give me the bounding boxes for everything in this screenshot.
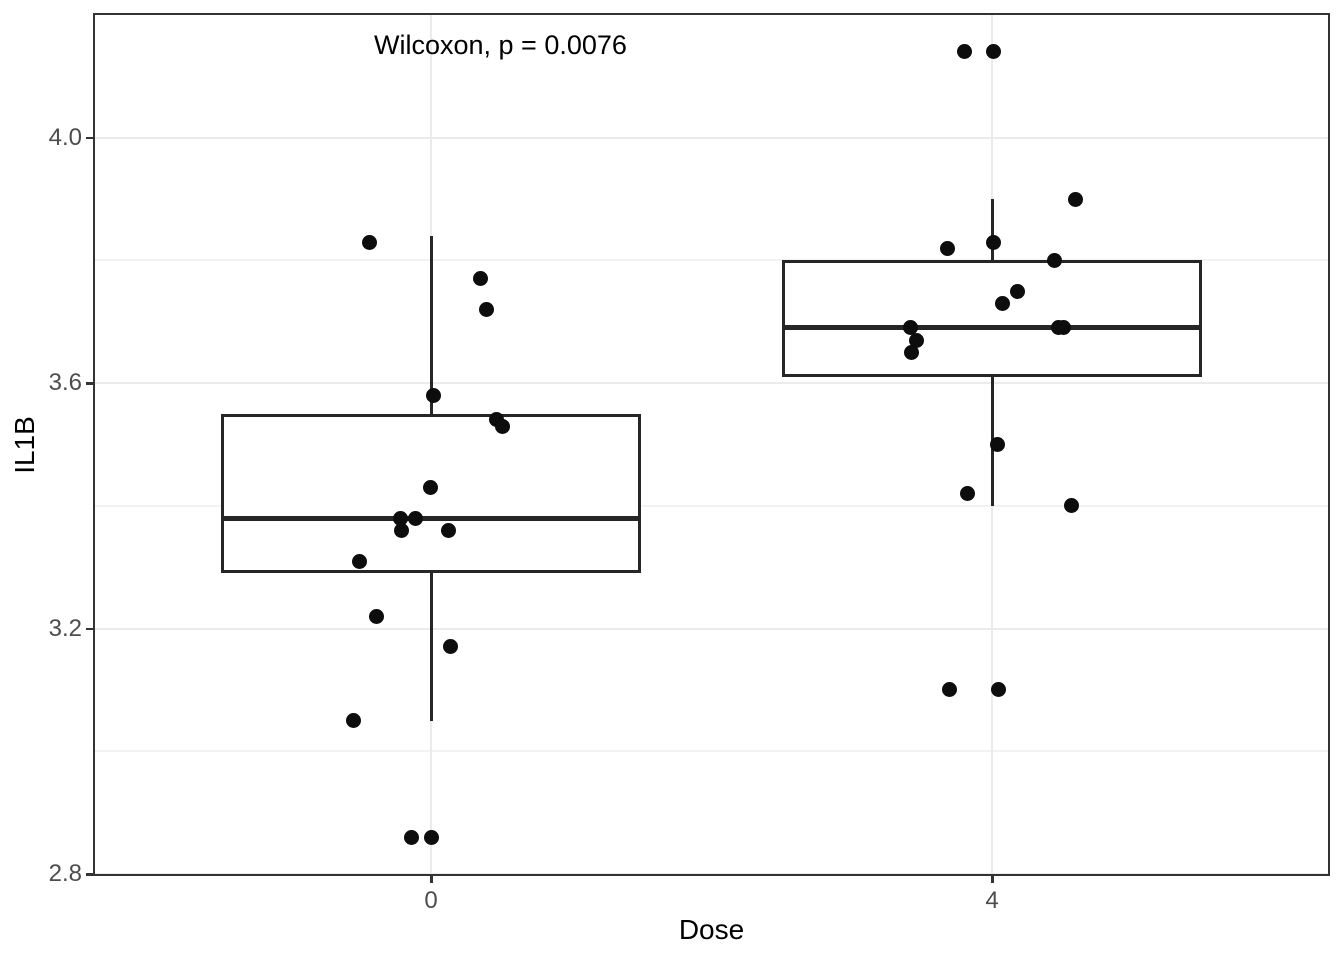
y-tick-mark <box>86 382 93 385</box>
jitter-point <box>908 332 924 348</box>
y-tick-mark <box>86 136 93 140</box>
y-tick-label: 3.2 <box>48 614 82 642</box>
boxplot-median <box>782 325 1202 331</box>
gridline-y-minor <box>95 504 1328 507</box>
jitter-point <box>361 234 377 250</box>
y-axis-label: IL1B <box>9 416 40 474</box>
jitter-point <box>478 302 494 317</box>
gridline-y-minor <box>95 259 1328 262</box>
y-tick-mark <box>86 627 93 631</box>
jitter-point <box>494 418 510 434</box>
x-tick-mark <box>991 876 994 883</box>
jitter-point <box>393 522 409 538</box>
x-tick-label: 0 <box>424 887 438 914</box>
jitter-point <box>956 44 972 60</box>
jitter-point <box>903 344 919 360</box>
jitter-point <box>989 437 1005 452</box>
gridline-y-minor <box>95 750 1328 753</box>
boxplot-median <box>221 515 641 521</box>
jitter-point <box>345 713 361 729</box>
jitter-point <box>440 522 456 538</box>
jitter-point <box>1046 252 1062 268</box>
jitter-point <box>368 608 384 624</box>
jitter-point <box>985 44 1001 60</box>
boxplot-box-dose-4 <box>782 260 1202 377</box>
jitter-point <box>939 240 955 256</box>
jitter-point <box>442 639 458 655</box>
jitter-point <box>994 295 1010 311</box>
jitter-point <box>959 486 975 502</box>
gridline-y-major <box>95 627 1328 630</box>
jitter-point <box>472 271 488 287</box>
jitter-point <box>990 682 1006 698</box>
y-tick-label: 3.6 <box>48 369 82 397</box>
jitter-point <box>403 829 419 845</box>
jitter-point <box>1055 320 1071 336</box>
jitter-point <box>407 510 423 526</box>
y-tick-mark <box>86 873 93 876</box>
x-tick-label: 4 <box>985 887 999 914</box>
jitter-point <box>1063 498 1079 514</box>
boxplot-upper-whisker <box>429 235 433 414</box>
x-tick-mark <box>430 876 433 883</box>
jitter-point <box>425 387 441 403</box>
jitter-point <box>351 553 367 569</box>
x-axis-label: Dose <box>678 914 745 945</box>
jitter-point <box>1067 191 1083 207</box>
plot-panel <box>95 15 1328 875</box>
plot-title: Wilcoxon, p = 0.0076 <box>374 30 627 60</box>
gridline-y-major <box>95 873 1328 875</box>
jitter-point <box>941 682 957 698</box>
y-tick-label: 2.8 <box>48 860 82 887</box>
jitter-point <box>985 234 1001 250</box>
gridline-y-major <box>95 382 1328 385</box>
y-tick-label: 4.0 <box>48 123 82 151</box>
jitter-point <box>392 510 408 526</box>
jitter-point <box>902 320 918 336</box>
gridline-y-major <box>95 136 1328 139</box>
boxplot-lower-whisker <box>429 573 433 721</box>
jitter-point <box>1009 283 1025 299</box>
jitter-point <box>422 479 438 495</box>
boxplot-upper-whisker <box>990 199 994 261</box>
jitter-point <box>423 829 439 845</box>
